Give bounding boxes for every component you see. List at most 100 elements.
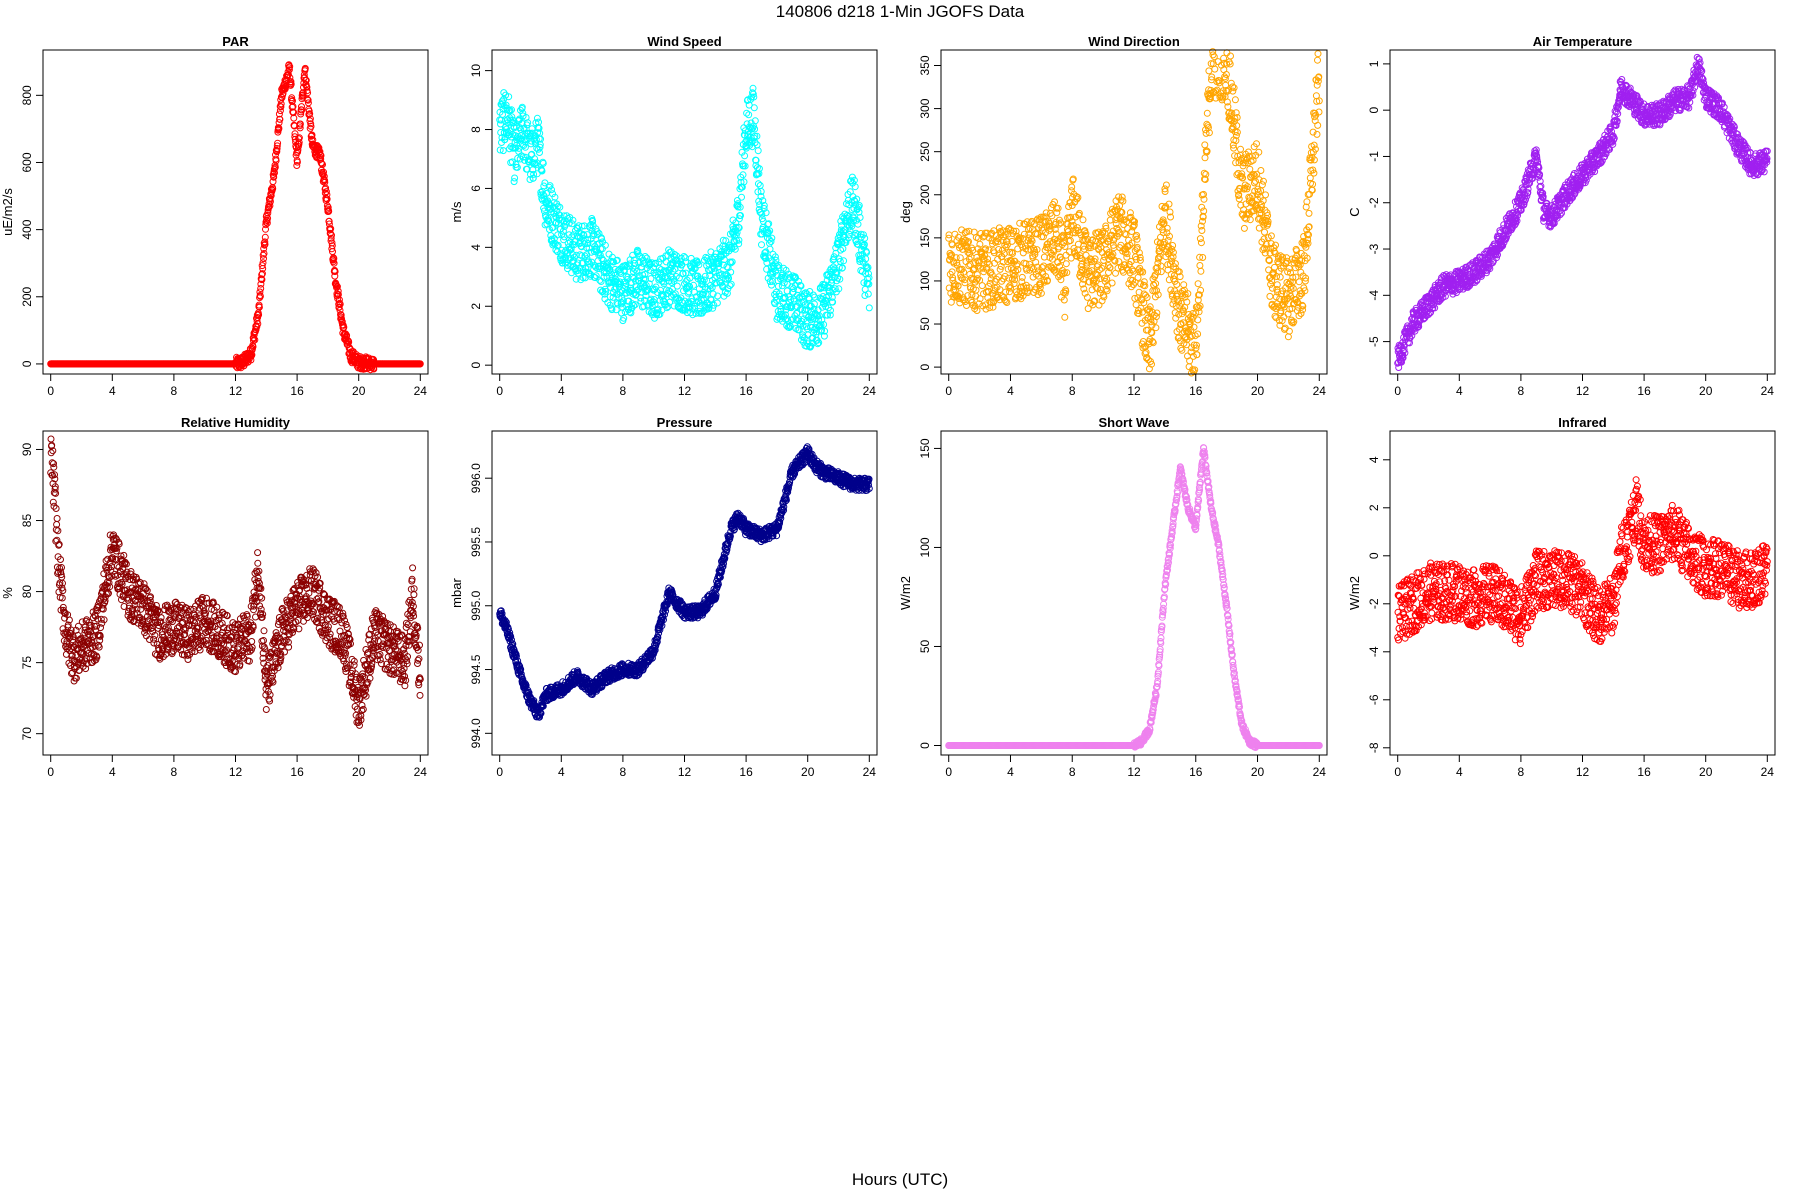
y-tick-label: 100 [918, 271, 932, 291]
data-point [247, 356, 255, 364]
y-tick-label: 50 [918, 317, 932, 331]
y-tick-label: 400 [20, 219, 34, 239]
y-axis-label: deg [898, 201, 913, 223]
data-point [1193, 351, 1201, 359]
data-point [1276, 273, 1284, 281]
y-tick-label: 0 [469, 362, 483, 369]
data-point [1246, 165, 1254, 173]
data-point [861, 234, 869, 242]
data-point [1314, 56, 1321, 64]
data-point [1061, 313, 1069, 321]
data-point [1196, 235, 1204, 243]
data-point [1108, 279, 1116, 287]
y-axis-label: m/s [449, 201, 464, 222]
y-tick-label: 6 [469, 185, 483, 192]
x-tick-label: 16 [739, 384, 753, 398]
x-tick-label: 12 [1127, 384, 1141, 398]
data-point [1295, 278, 1303, 286]
data-point [1068, 183, 1076, 191]
data-point [1162, 181, 1170, 189]
plot-frame [940, 49, 1328, 375]
data-point [738, 193, 745, 201]
chart-title: PAR [222, 34, 249, 49]
x-tick-label: 20 [1251, 384, 1265, 398]
data-point [1018, 273, 1026, 281]
data-point [1314, 121, 1322, 129]
x-tick-label: 8 [171, 384, 178, 398]
x-tick-label: 24 [1313, 384, 1327, 398]
data-point [1194, 280, 1202, 288]
data-point [511, 174, 519, 182]
page-title: 140806 d218 1-Min JGOFS Data [775, 2, 1025, 21]
data-point [854, 220, 862, 228]
y-tick-label: 150 [918, 228, 932, 248]
data-point [749, 84, 757, 92]
data-point [1152, 280, 1160, 288]
x-tick-label: 12 [229, 384, 243, 398]
data-point [1119, 197, 1127, 205]
y-tick-label: 10 [469, 64, 483, 78]
y-tick-label: 600 [20, 152, 34, 172]
data-point [1203, 109, 1211, 117]
y-tick-label: 250 [918, 141, 932, 161]
data-point [1262, 191, 1269, 199]
data-points [496, 84, 873, 351]
data-point [1309, 180, 1317, 188]
data-point [1079, 216, 1087, 224]
data-point [956, 254, 964, 262]
x-tick-label: 24 [863, 384, 877, 398]
data-point [1231, 96, 1239, 104]
data-point [1252, 177, 1259, 185]
data-points [945, 48, 1323, 377]
y-tick-label: 800 [20, 85, 34, 105]
y-tick-label: 300 [918, 98, 932, 118]
data-point [1266, 292, 1274, 300]
x-tick-label: 0 [47, 384, 54, 398]
x-tick-label: 16 [1189, 384, 1203, 398]
data-point [1211, 65, 1219, 73]
data-point [750, 104, 758, 112]
data-point [754, 147, 762, 155]
data-point [1227, 52, 1234, 60]
y-tick-label: 0 [918, 363, 932, 370]
data-point [1246, 216, 1254, 224]
y-tick-label: 0 [20, 360, 34, 367]
data-point [1237, 145, 1244, 153]
data-point [1157, 268, 1165, 276]
y-tick-label: 2 [469, 303, 483, 310]
chart-title: Wind Speed [647, 34, 721, 49]
data-point [1062, 260, 1070, 268]
data-point [1205, 67, 1213, 75]
data-point [1194, 316, 1202, 324]
x-tick-label: 0 [945, 384, 952, 398]
x-tick-label: 4 [558, 384, 565, 398]
data-point [1197, 267, 1205, 275]
data-point [1226, 60, 1234, 68]
data-point [754, 180, 762, 188]
data-point [758, 241, 765, 249]
chart-title: Air Temperature [1533, 34, 1632, 49]
x-tick-label: 16 [290, 384, 304, 398]
y-tick-label: 200 [918, 184, 932, 204]
data-points [1394, 53, 1771, 371]
data-point [1095, 301, 1103, 309]
x-tick-label: 8 [620, 384, 627, 398]
data-point [727, 280, 735, 288]
y-tick-label: 350 [918, 55, 932, 75]
data-point [1178, 346, 1186, 354]
x-tick-label: 12 [678, 384, 692, 398]
data-point [865, 304, 873, 312]
data-point [1197, 239, 1205, 247]
data-point [756, 182, 764, 189]
x-tick-label: 0 [496, 384, 503, 398]
data-point [1284, 333, 1292, 341]
x-tick-label: 4 [109, 384, 116, 398]
data-point [1257, 167, 1265, 174]
data-point [1314, 50, 1322, 58]
data-point [1201, 154, 1209, 162]
data-point [1240, 224, 1248, 232]
data-point [1261, 228, 1268, 236]
